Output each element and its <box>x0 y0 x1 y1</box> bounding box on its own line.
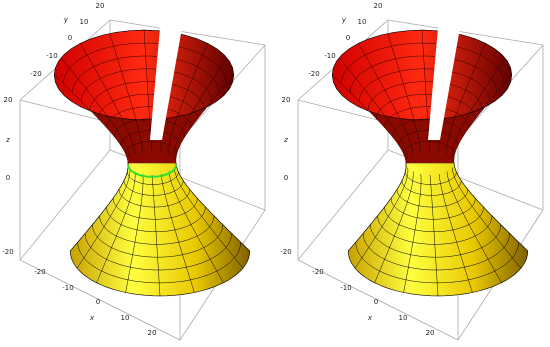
x-tick-label: -20 <box>312 268 323 276</box>
y-tick-label: -20 <box>308 70 319 78</box>
surface-slit <box>428 28 460 140</box>
x-tick-label: 10 <box>121 314 130 322</box>
box-edge <box>297 149 389 261</box>
mesh-line <box>438 174 473 293</box>
x-tick-label: 10 <box>399 314 408 322</box>
mesh-line <box>332 74 407 164</box>
mesh-line <box>451 57 506 159</box>
x-axis-label: x <box>89 314 95 322</box>
mesh-line <box>151 174 161 296</box>
x-tick-label: 20 <box>426 329 435 337</box>
mesh-line <box>348 162 407 252</box>
box-edge <box>19 259 181 341</box>
mesh-line <box>175 74 234 164</box>
x-tick-label: -10 <box>62 284 73 292</box>
mesh-line <box>160 174 195 293</box>
x-tick-label: -10 <box>340 284 351 292</box>
z-tick-label: -20 <box>280 248 291 256</box>
box-edge <box>387 19 544 46</box>
plot-panel: -20 -10 0 10 20 x 20 10 0 -10 -20 y 20 0 -20 z <box>280 2 544 341</box>
lower-surface <box>347 162 529 297</box>
mesh-line <box>451 167 522 269</box>
y-tick-label: 20 <box>96 2 105 10</box>
mesh-line <box>109 33 144 152</box>
mesh-line <box>387 33 422 152</box>
waist-curve <box>127 164 178 178</box>
x-tick-label: 0 <box>96 298 100 306</box>
mesh-line <box>96 171 136 283</box>
surface-slit <box>150 28 182 140</box>
mesh-line <box>446 171 502 283</box>
z-tick-label: 0 <box>6 174 10 182</box>
lower-surface <box>69 162 251 297</box>
z-axis-label: z <box>283 136 288 144</box>
mesh-line <box>168 43 208 155</box>
mesh-line <box>168 171 224 283</box>
mesh-line <box>54 74 129 164</box>
y-axis-label: y <box>63 16 69 24</box>
x-tick-label: -20 <box>34 268 45 276</box>
y-tick-label: -20 <box>30 70 41 78</box>
box-edge <box>109 19 266 46</box>
mesh-line <box>358 43 414 155</box>
x-axis-label: x <box>367 314 373 322</box>
z-tick-label: 20 <box>4 96 13 104</box>
z-tick-label: -20 <box>2 248 13 256</box>
mesh-line <box>403 174 422 293</box>
mesh-line <box>354 167 409 269</box>
y-tick-label: 10 <box>80 18 89 26</box>
x-tick-label: 0 <box>374 298 378 306</box>
mesh-line <box>338 57 409 159</box>
y-tick-label: -10 <box>324 52 335 60</box>
y-tick-label: 0 <box>346 34 350 42</box>
y-tick-label: 0 <box>68 34 72 42</box>
plot-panel: -20 -10 0 10 20 x 20 10 0 -10 -20 y 20 0 -20 z <box>2 2 266 341</box>
x-tick-label: 20 <box>148 329 157 337</box>
y-tick-label: 10 <box>358 18 367 26</box>
mesh-line <box>76 167 131 269</box>
box-edge <box>297 259 459 341</box>
y-axis-label: y <box>341 16 347 24</box>
y-tick-label: 20 <box>374 2 383 10</box>
mesh-line <box>173 167 244 269</box>
mesh-line <box>374 171 414 283</box>
mesh-line <box>446 43 486 155</box>
mesh-line <box>175 162 250 252</box>
y-tick-label: -10 <box>46 52 57 60</box>
mesh-line <box>453 162 528 252</box>
mesh-line <box>429 174 439 296</box>
mesh-line <box>60 57 131 159</box>
box-edge <box>19 149 111 261</box>
z-axis-label: z <box>5 136 10 144</box>
mesh-line <box>80 43 136 155</box>
mesh-line <box>453 74 512 164</box>
mesh-line <box>70 162 129 252</box>
z-tick-label: 20 <box>282 96 291 104</box>
z-tick-label: 0 <box>284 174 288 182</box>
mesh-line <box>125 174 144 293</box>
mesh-line <box>173 57 228 159</box>
